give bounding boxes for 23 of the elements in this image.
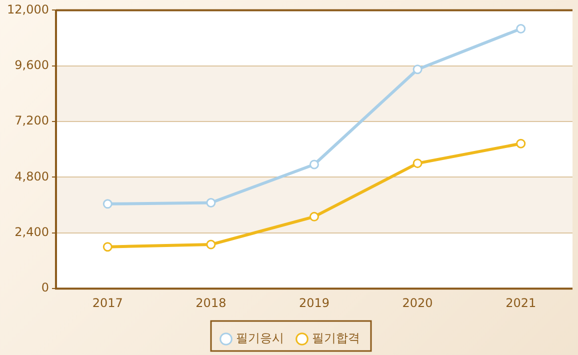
point — [516, 138, 526, 148]
point — [516, 24, 526, 34]
x-tick-label: 2017 — [92, 296, 123, 310]
legend-label: 필기응시 — [236, 331, 284, 346]
point — [102, 199, 112, 209]
y-tick-label: 7,200 — [14, 114, 49, 128]
y-tick-label: 4,800 — [14, 169, 49, 184]
y-tick-label: 2,400 — [14, 225, 49, 240]
point — [206, 240, 216, 250]
y-tick-label: 12,000 — [6, 2, 49, 16]
point — [309, 212, 319, 222]
point — [206, 198, 216, 208]
y-tick-label: 9,600 — [14, 58, 49, 72]
point — [102, 242, 112, 252]
y-tick-label: 0 — [41, 280, 49, 295]
point — [412, 64, 422, 74]
x-tick-label: 2018 — [196, 296, 226, 310]
x-tick-label: 2019 — [298, 296, 330, 310]
point — [309, 160, 319, 170]
x-tick-label: 2021 — [506, 296, 536, 310]
legend-label: 필기합격 — [312, 331, 360, 346]
x-tick-label: 2020 — [402, 296, 433, 310]
point — [412, 158, 422, 168]
